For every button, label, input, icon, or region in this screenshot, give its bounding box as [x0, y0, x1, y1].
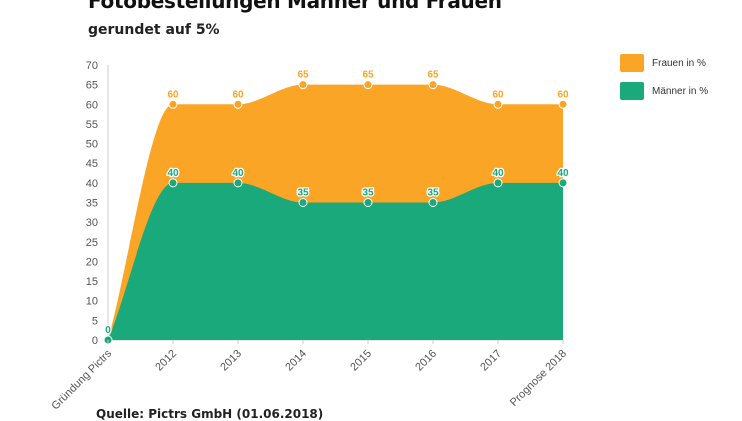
source-note: Quelle: Pictrs GmbH (01.06.2018) — [96, 407, 324, 421]
legend-label-frauen: Frauen in % — [652, 57, 706, 69]
data-point-frauen — [428, 80, 438, 90]
x-tick-label: 2015 — [348, 348, 374, 374]
x-tick-label: 2013 — [218, 348, 244, 374]
y-tick-label: 20 — [86, 256, 98, 268]
data-label-maenner: 40 — [557, 168, 569, 179]
x-tick-label: 2016 — [413, 348, 439, 374]
data-point-maenner — [493, 178, 503, 188]
data-label-frauen: 60 — [492, 89, 504, 100]
legend-item-frauen[interactable]: Frauen in % — [620, 52, 708, 74]
data-label-frauen: 65 — [427, 70, 439, 81]
data-label-frauen: 65 — [297, 70, 309, 81]
data-label-maenner: 40 — [232, 168, 244, 179]
y-tick-label: 70 — [86, 60, 98, 72]
x-tick-label: Prognose 2018 — [508, 348, 569, 409]
data-label-maenner: 0 — [105, 325, 111, 336]
data-point-frauen — [558, 99, 568, 109]
data-label-frauen: 65 — [362, 70, 374, 81]
y-tick-label: 10 — [86, 296, 98, 308]
data-label-maenner: 40 — [492, 168, 504, 179]
legend-item-maenner[interactable]: Männer in % — [620, 80, 708, 102]
legend-swatch-maenner — [620, 82, 644, 100]
y-tick-label: 55 — [86, 119, 98, 131]
data-point-maenner — [233, 178, 243, 188]
y-tick-label: 50 — [86, 139, 98, 151]
y-tick-label: 65 — [86, 80, 98, 92]
data-label-maenner: 35 — [427, 188, 439, 199]
data-label-frauen: 60 — [232, 89, 244, 100]
y-tick-label: 5 — [92, 315, 98, 327]
chart-subtitle: gerundet auf 5% — [88, 22, 220, 38]
y-tick-label: 45 — [86, 158, 98, 170]
data-point-frauen — [363, 80, 373, 90]
data-label-frauen: 60 — [167, 89, 179, 100]
y-tick-label: 25 — [86, 237, 98, 249]
y-tick-label: 40 — [86, 178, 98, 190]
data-point-maenner — [168, 178, 178, 188]
data-label-maenner: 40 — [167, 168, 179, 179]
data-label-frauen: 60 — [557, 89, 569, 100]
x-tick-label: 2014 — [283, 348, 309, 374]
data-point-maenner — [298, 198, 308, 207]
y-tick-label: 15 — [86, 276, 98, 288]
legend-label-maenner: Männer in % — [652, 85, 709, 97]
y-tick-label: 30 — [86, 217, 98, 229]
x-tick-label: 2017 — [478, 348, 504, 374]
x-tick-label: 2012 — [153, 348, 179, 374]
data-point-maenner — [428, 198, 438, 207]
data-point-frauen — [493, 99, 503, 109]
data-point-frauen — [298, 80, 308, 90]
legend-swatch-frauen — [620, 54, 644, 72]
series-area-maenner — [108, 182, 563, 340]
chart-title: Fotobestellungen Männer und Frauen — [88, 0, 502, 13]
y-tick-label: 35 — [86, 198, 98, 210]
legend: Frauen in % Männer in % — [620, 52, 708, 108]
data-point-frauen — [233, 99, 243, 109]
y-tick-label: 60 — [86, 99, 98, 111]
y-tick-label: 0 — [92, 335, 98, 347]
data-label-maenner: 35 — [362, 188, 374, 199]
data-point-maenner — [363, 198, 373, 207]
data-point-maenner — [558, 178, 568, 188]
x-tick-label: Gründung Pictrs — [49, 347, 114, 412]
data-point-frauen — [168, 99, 178, 109]
data-label-maenner: 35 — [297, 188, 309, 199]
